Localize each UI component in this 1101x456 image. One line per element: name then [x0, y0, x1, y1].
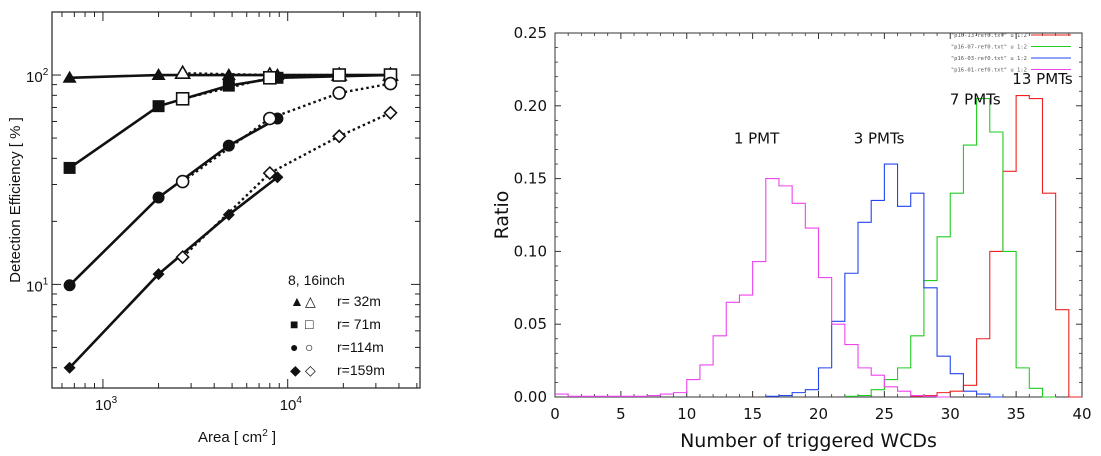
series-annotation: 13 PMTs: [1012, 70, 1073, 88]
circle-marker: [152, 191, 165, 204]
right-chart: 0 5 10 15 20 25 30 35 40 0.00 0.05 0.10 0.15 0.20 0.25…: [491, 24, 1092, 452]
x-tick-exponent: 4: [296, 395, 302, 406]
square-marker: [175, 91, 190, 106]
series-circle-open: [175, 76, 398, 189]
series-diamond-open: [175, 105, 398, 265]
y-tick-label: 102: [26, 67, 49, 86]
y-axis-label: Detection Efficiency [ % ]: [7, 117, 24, 283]
series-circle-filled: [63, 112, 284, 292]
triangle-marker: [174, 64, 192, 80]
legend-open-symbol: □: [305, 316, 314, 332]
circle-marker: [222, 139, 235, 152]
y-tick-label: 0.00: [514, 388, 547, 406]
legend-filled-symbol: ■: [290, 316, 298, 332]
x-tick-label: 20: [809, 405, 828, 423]
legend-filled-symbol: ◆: [290, 362, 301, 378]
right-legend: "p16-13-ref0.txt" u 1:2 "p16-07-ref0.txt"…: [951, 33, 1071, 74]
diamond-marker: [262, 165, 277, 181]
series-square-open: [175, 68, 398, 106]
square-marker: [263, 70, 277, 85]
left-chart: 103 104 101 102 Area [ cm2 ] Detection Effici…: [7, 11, 421, 446]
series-line: [68, 176, 279, 369]
histogram-7-pmts: [844, 97, 1056, 398]
legend-label: r=159m: [337, 362, 385, 378]
x-tick-label: 104: [280, 395, 303, 414]
histogram-1-pmt: [555, 178, 951, 398]
legend-entry-label: "p16-03-ref0.txt" u 1:2: [951, 56, 1027, 62]
y-tick-label: 101: [26, 276, 49, 295]
diamond-marker: [152, 268, 165, 281]
left-legend: 8, 16inch ▲ △ r= 32m ■ □ r= 71m ● ○ r=114m ◆ ◇ r=159…: [288, 272, 385, 378]
series-annotation: 3 PMTs: [854, 130, 905, 148]
x-tick-label: 103: [95, 395, 118, 414]
series-diamond-filled: [63, 171, 284, 374]
diamond-marker: [175, 249, 190, 265]
legend-open-symbol: △: [305, 293, 316, 309]
circle-marker: [263, 111, 277, 126]
series-square-filled: [63, 69, 397, 174]
y-tick-label: 0.05: [514, 315, 547, 333]
series-line: [181, 111, 391, 258]
series-line: [182, 73, 391, 100]
legend-entry-label: "p16-13-ref0.txt" u 1:2: [951, 33, 1027, 39]
legend-entry-label: "p16-07-ref0.txt" u 1:2: [951, 45, 1027, 51]
histogram-13-pmts: [910, 95, 1082, 398]
circle-marker: [383, 76, 398, 91]
x-tick-label: 15: [743, 405, 762, 423]
y-tick-label: 0.20: [514, 97, 547, 115]
diamond-marker: [222, 208, 235, 221]
legend-label: r= 32m: [337, 293, 381, 309]
y-tick-label: 0.15: [514, 170, 547, 188]
x-tick-label: 10: [677, 405, 696, 423]
series-line: [68, 117, 279, 287]
circle-marker: [332, 86, 347, 100]
x-axis-label-close: ]: [268, 429, 276, 446]
x-axis-label: Area [ cm2 ]: [198, 428, 276, 446]
legend-open-symbol: ○: [305, 339, 313, 355]
x-tick-exponent: 3: [112, 395, 118, 406]
x-tick-label: 25: [875, 405, 894, 423]
x-tick-label: 40: [1072, 405, 1091, 423]
y-axis-label: Ratio: [491, 191, 513, 240]
x-tick-label: 35: [1007, 405, 1026, 423]
legend-label: r= 71m: [337, 316, 381, 332]
legend-filled-symbol: ●: [290, 339, 298, 355]
legend-label: r=114m: [337, 339, 384, 355]
y-tick-exponent: 1: [43, 276, 49, 287]
x-axis-label: Number of triggered WCDs: [680, 430, 937, 452]
legend-filled-symbol: ▲: [290, 293, 304, 309]
legend-entry-label: "p16-01-ref0.txt" u 1:2: [951, 68, 1027, 74]
x-tick-label: 5: [616, 405, 626, 423]
legend-title: 8, 16inch: [288, 272, 345, 288]
square-marker: [152, 100, 165, 113]
legend-open-symbol: ◇: [305, 362, 316, 378]
circle-marker: [63, 279, 76, 292]
diamond-marker: [332, 129, 347, 144]
x-tick-label: 0: [550, 405, 560, 423]
triangle-marker: [62, 70, 77, 83]
square-marker: [63, 161, 76, 174]
triangle-marker: [151, 68, 166, 81]
left-plot-frame: [51, 11, 421, 389]
series-annotation: 7 PMTs: [950, 90, 1001, 108]
series-annotation: 1 PMT: [734, 130, 780, 148]
y-tick-exponent: 2: [43, 67, 49, 78]
histogram-3-pmts: [765, 163, 1003, 398]
series-line: [181, 82, 391, 183]
circle-marker: [175, 174, 190, 189]
y-tick-label: 0.10: [514, 242, 547, 260]
x-axis-label-exponent: 2: [262, 428, 268, 439]
square-marker: [332, 68, 347, 82]
square-marker: [222, 79, 235, 92]
x-tick-label: 30: [941, 405, 960, 423]
y-tick-label: 0.25: [514, 24, 547, 42]
diamond-marker: [63, 361, 76, 374]
diamond-marker: [383, 105, 398, 120]
